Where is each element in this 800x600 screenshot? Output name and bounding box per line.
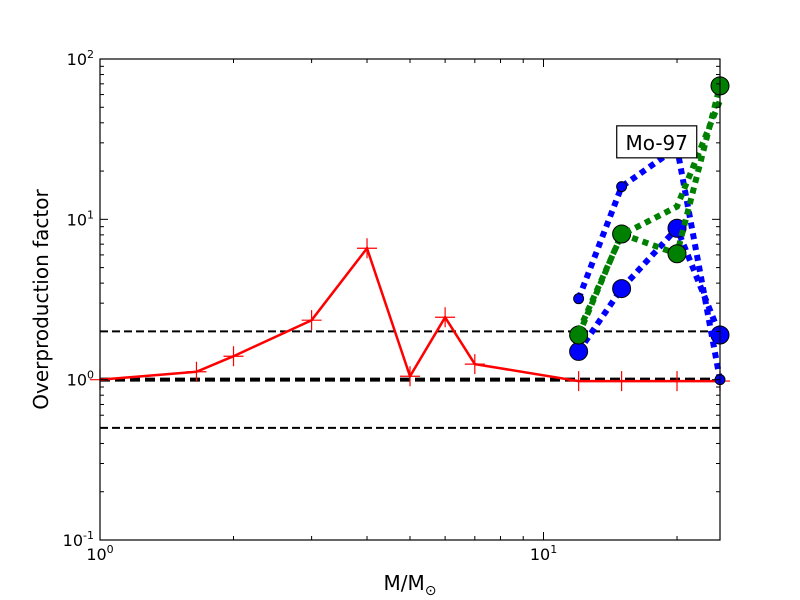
series-line-1 (576, 222, 723, 354)
annotation-label: Mo-97 (625, 131, 688, 155)
data-point-3-2 (667, 244, 687, 264)
y-tick-label-3: 102 (67, 48, 94, 69)
data-point-0-1 (186, 361, 207, 382)
x-tick-label-0: 100 (86, 543, 113, 564)
y-axis-label: Overproduction factor (29, 189, 53, 410)
data-point-0-10 (667, 371, 688, 392)
data-point-1-0 (569, 341, 589, 361)
data-point-0-8 (568, 371, 589, 392)
x-tick-label-1: 101 (530, 543, 557, 564)
series-line-4 (575, 99, 723, 333)
annotation-frame (616, 125, 698, 159)
data-point-2-1 (616, 181, 628, 193)
annotation-box: Mo-97 (616, 125, 698, 159)
data-point-0-6 (435, 307, 456, 328)
y-tick-label-0: 10-1 (63, 529, 94, 550)
data-point-0-9 (611, 371, 632, 392)
data-point-2-0 (573, 293, 585, 305)
data-point-0-2 (223, 346, 244, 367)
data-point-0-4 (357, 238, 378, 259)
data-point-0-5 (400, 366, 420, 387)
data-point-1-1 (612, 279, 632, 299)
data-point-0-3 (301, 310, 322, 331)
data-point-0-7 (464, 354, 485, 375)
series-line-2 (575, 142, 723, 381)
y-tick-label-2: 101 (67, 208, 94, 229)
x-axis-label: M/M⊙ (384, 571, 437, 599)
series-line-3 (575, 85, 723, 337)
y-tick-label-1: 100 (67, 369, 94, 390)
series-layer (90, 76, 730, 392)
